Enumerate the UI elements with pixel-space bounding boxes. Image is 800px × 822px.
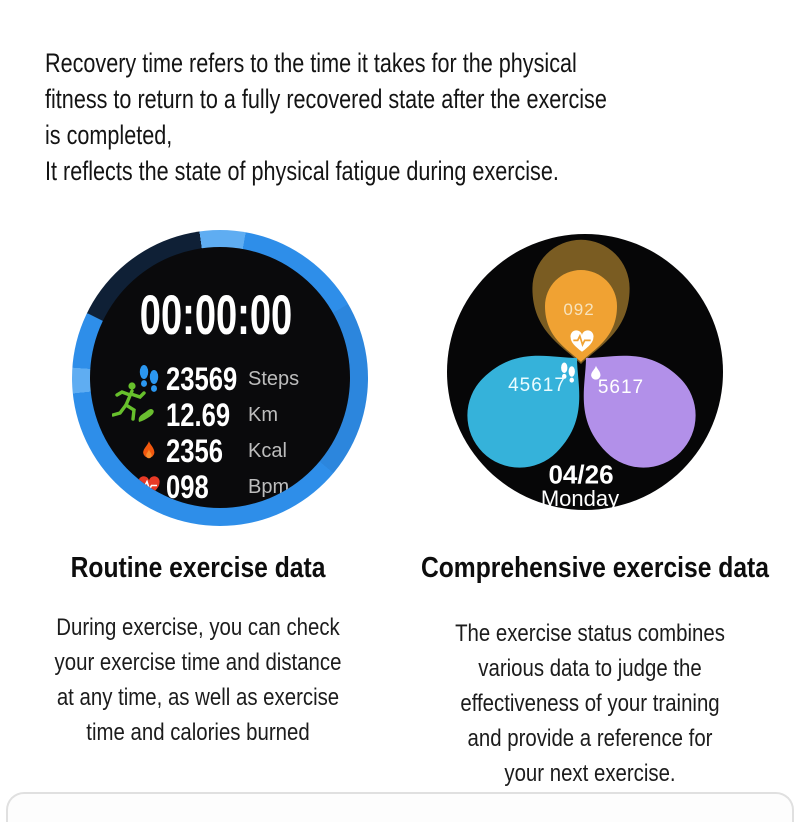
calories-unit: Kcal <box>248 439 287 462</box>
routine-description: During exercise, you can check your exer… <box>20 610 376 750</box>
heart-icon <box>569 330 595 354</box>
calories-row: 2356 Kcal <box>136 433 299 469</box>
comprehensive-line-3: effectiveness of your training <box>460 690 720 717</box>
flame-icon <box>136 439 162 463</box>
runner-icon <box>111 381 146 427</box>
comprehensive-heading: Comprehensive exercise data <box>420 552 769 584</box>
routine-heading: Routine exercise data <box>70 552 326 584</box>
stopwatch-time: 00:00:00 <box>139 283 293 346</box>
comprehensive-description: The exercise status combines various dat… <box>405 616 775 791</box>
next-card-edge <box>6 792 794 822</box>
steps-value: 23569 <box>166 361 238 397</box>
flame-icon <box>589 365 604 383</box>
steps-row: 23569 Steps <box>136 361 299 397</box>
intro-line-4: It reflects the state of physical fatigu… <box>45 156 559 186</box>
metric-rows: 23569 Steps 12.69 Km <box>136 361 299 505</box>
distance-row: 12.69 Km <box>136 397 299 433</box>
heart-rate-row: 098 Bpm <box>136 469 299 505</box>
weekday-label: Monday <box>540 486 620 511</box>
calories-value: 5617 <box>597 377 645 398</box>
comprehensive-line-2: various data to judge the <box>478 655 702 682</box>
routine-line-2: your exercise time and distance <box>54 649 342 676</box>
intro-line-2: fitness to return to a fully recovered s… <box>45 84 607 114</box>
comprehensive-line-4: and provide a reference for <box>467 725 713 752</box>
heart-rate-unit: Bpm <box>248 475 290 498</box>
steps-unit: Steps <box>248 367 300 390</box>
calories-value: 2356 <box>166 433 223 469</box>
distance-unit: Km <box>248 403 278 426</box>
intro-text: Recovery time refers to the time it take… <box>45 45 747 189</box>
heart-rate-value: 092 <box>563 300 595 319</box>
heart-icon <box>136 476 162 498</box>
routine-line-4: time and calories burned <box>86 719 310 746</box>
heart-rate-value: 098 <box>166 469 209 505</box>
routine-watch: 00:00:00 23569 Steps <box>72 230 368 527</box>
intro-line-3: is completed, <box>45 120 173 150</box>
shoe-icon <box>136 405 162 425</box>
intro-line-1: Recovery time refers to the time it take… <box>45 48 577 78</box>
date-label: 04/26 <box>548 459 614 490</box>
comprehensive-watch: 092 45617 5617 04/26 Monday <box>447 234 723 511</box>
watch-face: 00:00:00 23569 Steps <box>90 247 350 508</box>
footprints-icon <box>136 364 162 394</box>
comprehensive-line-1: The exercise status combines <box>455 620 725 647</box>
distance-value: 12.69 <box>166 397 231 433</box>
routine-line-3: at any time, as well as exercise <box>56 684 340 711</box>
steps-value: 45617 <box>508 375 566 396</box>
routine-line-1: During exercise, you can check <box>56 614 340 641</box>
footprints-icon <box>561 362 576 385</box>
comprehensive-line-5: your next exercise. <box>504 760 676 787</box>
